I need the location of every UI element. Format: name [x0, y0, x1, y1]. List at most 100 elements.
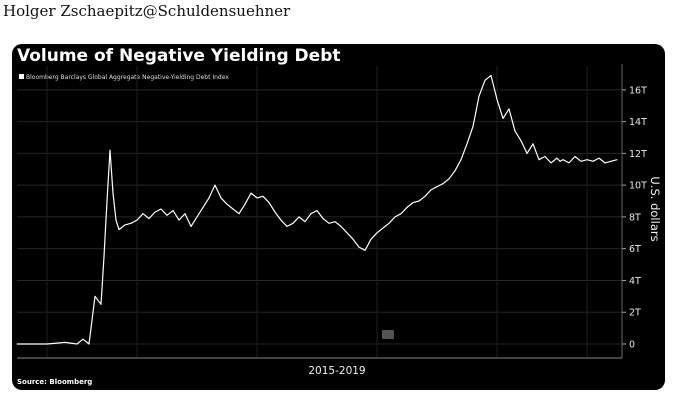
series-point-0-30 [214, 184, 216, 186]
series-point-0-36 [250, 192, 252, 194]
series-point-0-82 [526, 153, 528, 154]
series-point-0-49 [328, 222, 330, 224]
series-point-0-72 [466, 143, 468, 145]
series-point-0-81 [520, 140, 522, 142]
series-point-0-10 [106, 200, 108, 202]
series-point-0-5 [88, 343, 90, 345]
series-point-0-1 [46, 343, 48, 345]
series-point-0-45 [304, 221, 306, 223]
series-point-0-28 [202, 207, 204, 208]
y-tick-label-4: 8T [629, 212, 641, 223]
series-point-0-73 [472, 126, 474, 127]
series-point-0-2 [64, 342, 66, 343]
series-point-0-77 [496, 99, 498, 100]
series-point-0-11 [109, 149, 111, 151]
series-point-0-88 [559, 160, 561, 162]
series-point-0-33 [232, 208, 234, 210]
series-point-0-83 [532, 143, 534, 145]
series-point-0-89 [562, 159, 564, 161]
series-point-0-8 [100, 303, 102, 305]
chart-frame: Volume of Negative Yielding Debt Bloombe… [12, 44, 665, 390]
legend-label: Bloomberg Barclays Global Aggregate Nega… [26, 74, 229, 81]
series-point-0-26 [190, 226, 192, 227]
series-point-0-68 [442, 183, 444, 185]
series-point-0-90 [568, 162, 570, 164]
series-point-0-25 [184, 213, 186, 215]
series-point-0-44 [298, 216, 300, 218]
series-point-0-40 [274, 211, 276, 213]
series-point-0-86 [550, 162, 552, 164]
series-point-0-67 [436, 186, 438, 188]
y-axis-ticks: 0 2T 4T 6T 8T 10T 12T 14T 16T [622, 85, 647, 351]
y-tick-label-8: 16T [629, 85, 647, 96]
series-point-0-9 [103, 256, 105, 257]
source-note: Source: Bloomberg [17, 378, 92, 386]
legend-swatch [19, 74, 24, 79]
series-point-0-43 [292, 222, 294, 224]
series-point-0-19 [148, 218, 150, 219]
series-point-0-17 [136, 219, 138, 221]
y-tick-label-3: 6T [629, 244, 641, 255]
series-point-0-94 [592, 160, 594, 162]
series-point-0-39 [268, 202, 270, 204]
series-point-0-71 [460, 159, 462, 161]
series-point-0-16 [130, 222, 132, 224]
series-point-0-69 [448, 178, 450, 180]
series-point-0-70 [454, 170, 456, 172]
grid-layer [17, 66, 622, 358]
series-point-0-63 [412, 202, 414, 204]
post-author: Holger Zschaepitz@Schuldensuehner [3, 2, 291, 20]
series-point-0-78 [502, 118, 504, 119]
series-point-0-57 [376, 232, 378, 234]
series-point-0-7 [94, 295, 96, 297]
series-point-0-4 [82, 338, 84, 340]
series-point-0-52 [346, 232, 348, 234]
series-point-0-65 [424, 195, 426, 197]
series-layer [16, 74, 618, 345]
series-point-0-24 [178, 219, 180, 221]
series-point-0-31 [220, 197, 222, 199]
series-point-0-14 [118, 229, 120, 231]
series-point-0-54 [358, 246, 360, 248]
series-point-0-75 [484, 79, 486, 81]
y-tick-label-0: 0 [629, 340, 635, 351]
series-point-0-6 [91, 319, 93, 321]
zoom-control-icon[interactable] [382, 330, 394, 339]
series-point-0-20 [154, 211, 156, 213]
series-point-0-32 [226, 203, 228, 205]
series-point-0-12 [112, 192, 114, 194]
series-point-0-91 [574, 156, 576, 157]
y-tick-label-6: 12T [629, 149, 647, 160]
series-point-0-87 [556, 157, 558, 159]
series-point-0-15 [124, 224, 126, 226]
series-point-0-0 [16, 343, 18, 345]
series-point-0-41 [280, 219, 282, 221]
series-point-0-80 [514, 130, 516, 132]
series-point-0-55 [364, 249, 366, 251]
x-axis-label: 2015-2019 [308, 365, 365, 377]
y-tick-label-1: 2T [629, 308, 641, 319]
series-point-0-93 [586, 159, 588, 161]
series-point-0-53 [352, 238, 354, 240]
series-point-0-74 [478, 95, 480, 97]
chart-title: Volume of Negative Yielding Debt [17, 46, 341, 66]
series-point-0-76 [490, 75, 492, 76]
series-point-0-66 [430, 189, 432, 191]
series-point-0-85 [544, 156, 546, 157]
y-tick-label-5: 10T [629, 181, 647, 192]
series-point-0-58 [382, 227, 384, 229]
series-point-0-18 [142, 213, 144, 215]
series-point-0-61 [400, 213, 402, 215]
series-point-0-62 [406, 207, 408, 208]
y-tick-label-7: 14T [629, 117, 647, 128]
series-point-0-48 [322, 218, 324, 219]
series-point-0-47 [316, 210, 318, 212]
y-axis-label: U.S. dollars [648, 176, 662, 241]
series-point-0-59 [388, 222, 390, 224]
series-point-0-50 [334, 221, 336, 223]
series-point-0-23 [172, 210, 174, 212]
series-point-0-27 [196, 216, 198, 218]
series-point-0-37 [256, 197, 258, 199]
series-point-0-51 [340, 226, 342, 227]
series-point-0-92 [580, 160, 582, 162]
